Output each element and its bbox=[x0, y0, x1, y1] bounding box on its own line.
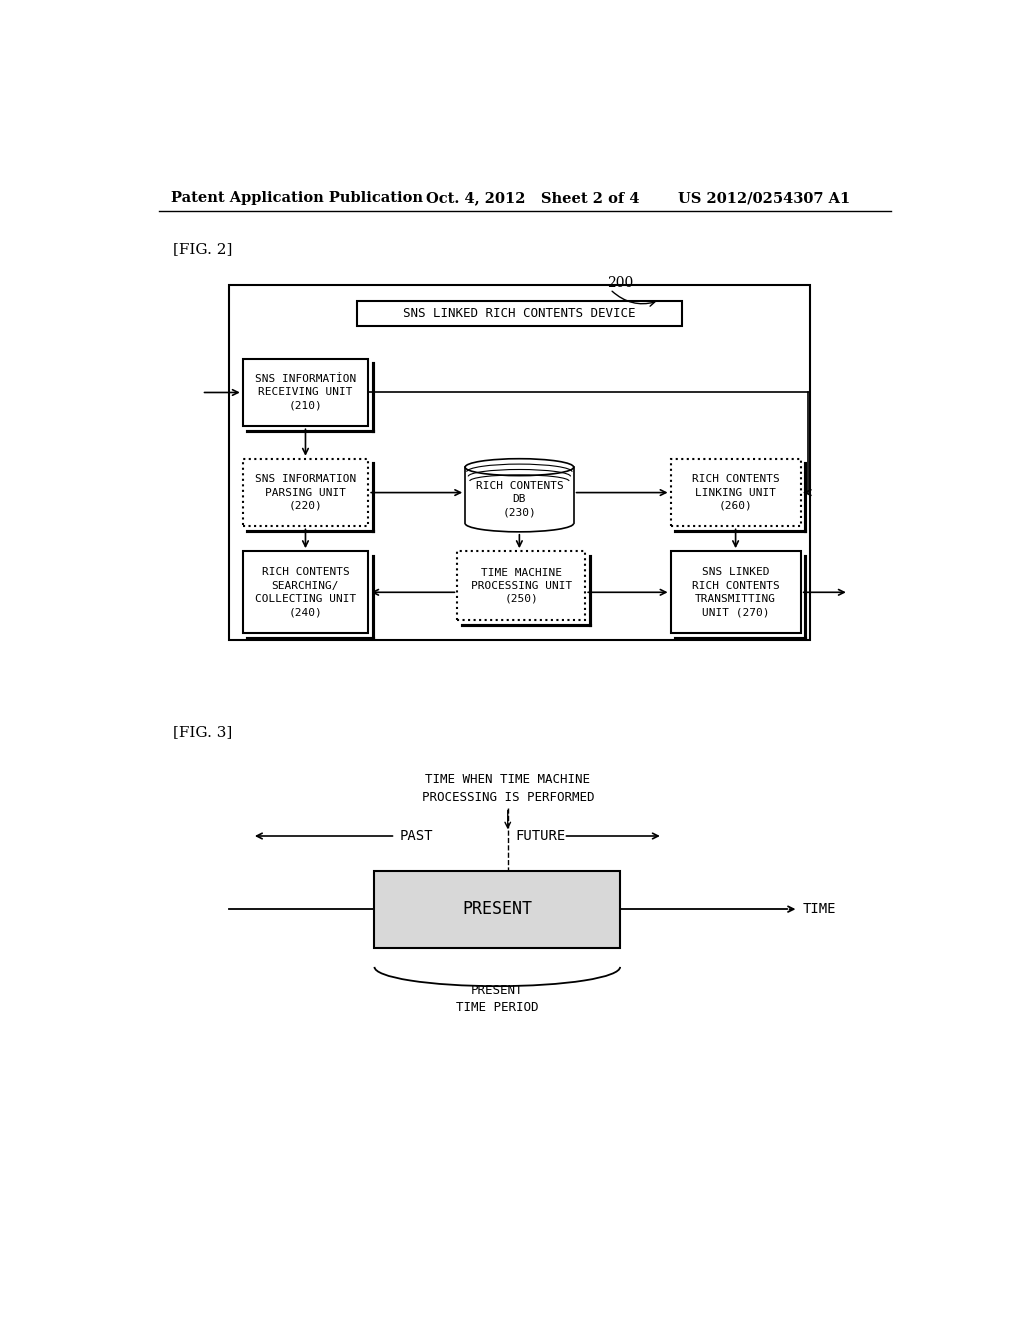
Text: US 2012/0254307 A1: US 2012/0254307 A1 bbox=[678, 191, 851, 206]
Text: SNS LINKED
RICH CONTENTS
TRANSMITTING
UNIT (270): SNS LINKED RICH CONTENTS TRANSMITTING UN… bbox=[692, 568, 779, 616]
Text: PAST: PAST bbox=[399, 829, 433, 843]
Text: [FIG. 2]: [FIG. 2] bbox=[173, 243, 232, 256]
Bar bbox=[228, 285, 810, 640]
Text: RICH CONTENTS
DB
(230): RICH CONTENTS DB (230) bbox=[475, 480, 563, 517]
Bar bbox=[375, 871, 621, 948]
Bar bbox=[458, 552, 586, 620]
Bar bbox=[671, 459, 801, 527]
Text: RICH CONTENTS
LINKING UNIT
(260): RICH CONTENTS LINKING UNIT (260) bbox=[692, 474, 779, 511]
Ellipse shape bbox=[465, 458, 573, 475]
Text: 200: 200 bbox=[607, 276, 633, 290]
Text: TIME MACHINE
PROCESSING UNIT
(250): TIME MACHINE PROCESSING UNIT (250) bbox=[471, 568, 572, 605]
Bar bbox=[243, 359, 369, 426]
Text: RICH CONTENTS
SEARCHING/
COLLECTING UNIT
(240): RICH CONTENTS SEARCHING/ COLLECTING UNIT… bbox=[255, 568, 356, 616]
Text: [FIG. 3]: [FIG. 3] bbox=[173, 725, 232, 739]
Text: TIME: TIME bbox=[802, 902, 836, 916]
Bar bbox=[243, 552, 369, 634]
Text: Patent Application Publication: Patent Application Publication bbox=[171, 191, 423, 206]
Text: SNS INFORMATİON
RECEIVING UNIT
(210): SNS INFORMATİON RECEIVING UNIT (210) bbox=[255, 375, 356, 411]
Text: SNS INFORMATION
PARSING UNIT
(220): SNS INFORMATION PARSING UNIT (220) bbox=[255, 474, 356, 511]
Text: PRESENT: PRESENT bbox=[462, 900, 532, 919]
Bar bbox=[243, 459, 369, 527]
Bar bbox=[356, 301, 682, 326]
Text: SNS LINKED RICH CONTENTS DEVICE: SNS LINKED RICH CONTENTS DEVICE bbox=[403, 308, 636, 319]
Text: FUTURE: FUTURE bbox=[515, 829, 565, 843]
Bar bbox=[671, 552, 801, 634]
Text: PRESENT
TIME PERIOD: PRESENT TIME PERIOD bbox=[456, 985, 539, 1014]
Text: Oct. 4, 2012   Sheet 2 of 4: Oct. 4, 2012 Sheet 2 of 4 bbox=[426, 191, 640, 206]
Text: TIME WHEN TIME MACHINE
PROCESSING IS PERFORMED: TIME WHEN TIME MACHINE PROCESSING IS PER… bbox=[422, 774, 594, 804]
